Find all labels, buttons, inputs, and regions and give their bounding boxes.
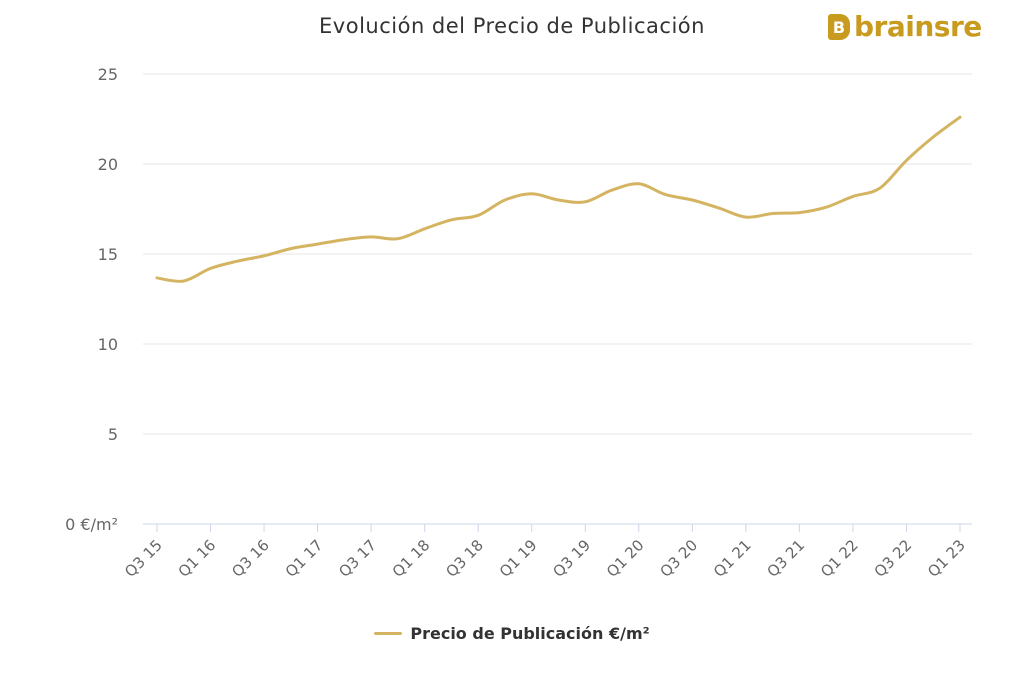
y-tick-label: 0 €/m² [65, 515, 118, 534]
x-tick-label: Q3 20 [656, 536, 701, 581]
x-tick-label: Q1 23 [924, 536, 969, 581]
x-tick-label: Q3 15 [121, 536, 166, 581]
y-tick-label: 25 [98, 65, 118, 84]
legend[interactable]: Precio de Publicación €/m² [0, 624, 1024, 643]
x-tick-label: Q1 21 [710, 536, 755, 581]
y-tick-label: 20 [98, 155, 118, 174]
x-tick-label: Q3 21 [764, 536, 809, 581]
y-tick-label: 5 [108, 425, 118, 444]
x-tick-label: Q3 19 [549, 536, 594, 581]
x-tick-label: Q1 20 [603, 536, 648, 581]
x-tick-label: Q3 22 [871, 536, 916, 581]
series-line-precio [155, 115, 962, 283]
x-tick-label: Q1 16 [175, 536, 220, 581]
y-tick-label: 10 [98, 335, 118, 354]
x-tick-label: Q1 22 [817, 536, 862, 581]
x-tick-label: Q3 17 [335, 536, 380, 581]
legend-swatch [374, 632, 403, 635]
brand-logo: B brainsre [828, 12, 982, 42]
x-tick-label: Q3 16 [228, 536, 273, 581]
logo-mark-icon: B [828, 14, 850, 40]
x-tick-label: Q1 19 [496, 536, 541, 581]
chart-title: Evolución del Precio de Publicación [319, 14, 705, 38]
y-tick-label: 15 [98, 245, 118, 264]
legend-label: Precio de Publicación €/m² [410, 624, 650, 643]
x-tick-label: Q1 17 [282, 536, 327, 581]
x-tick-label: Q1 18 [389, 536, 434, 581]
logo-wordmark: brainsre [854, 10, 982, 43]
x-tick-label: Q3 18 [442, 536, 487, 581]
